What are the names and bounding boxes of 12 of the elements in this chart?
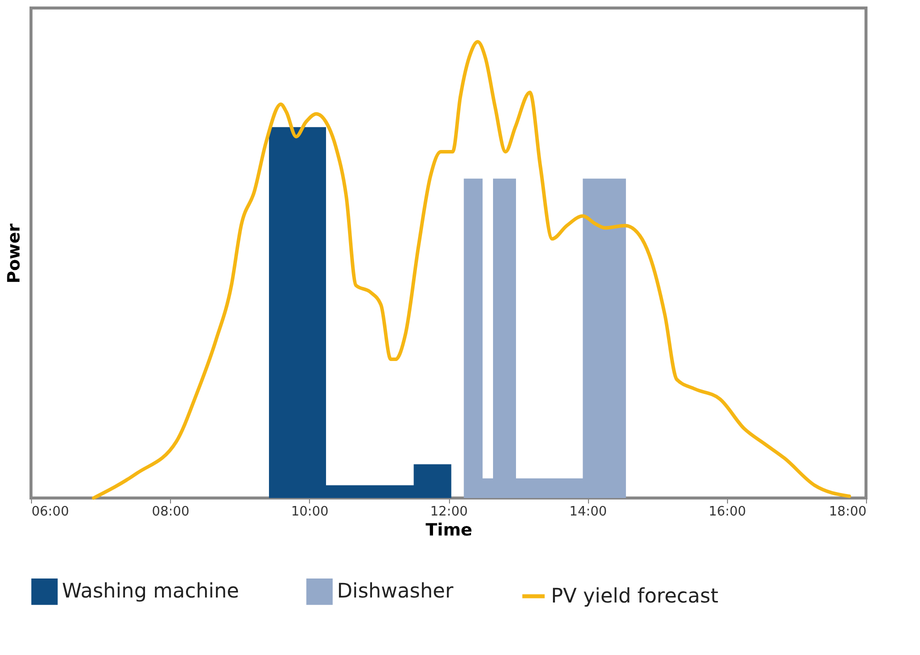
y-axis-title: Power <box>4 223 24 284</box>
x-tick-label: 16:00 <box>708 504 746 520</box>
legend-label: Dishwasher <box>337 578 454 603</box>
x-tick-label: 12:00 <box>430 504 468 520</box>
x-axis-title: Time <box>426 520 472 540</box>
legend-label: Washing machine <box>62 578 240 603</box>
legend-label: PV yield forecast <box>551 583 718 608</box>
x-tick-label: 06:00 <box>32 504 69 520</box>
x-tick-label: 18:00 <box>829 504 866 520</box>
x-tick-label: 14:00 <box>569 504 607 520</box>
x-tick-label: 10:00 <box>291 504 329 520</box>
x-tick-label: 08:00 <box>152 504 190 520</box>
